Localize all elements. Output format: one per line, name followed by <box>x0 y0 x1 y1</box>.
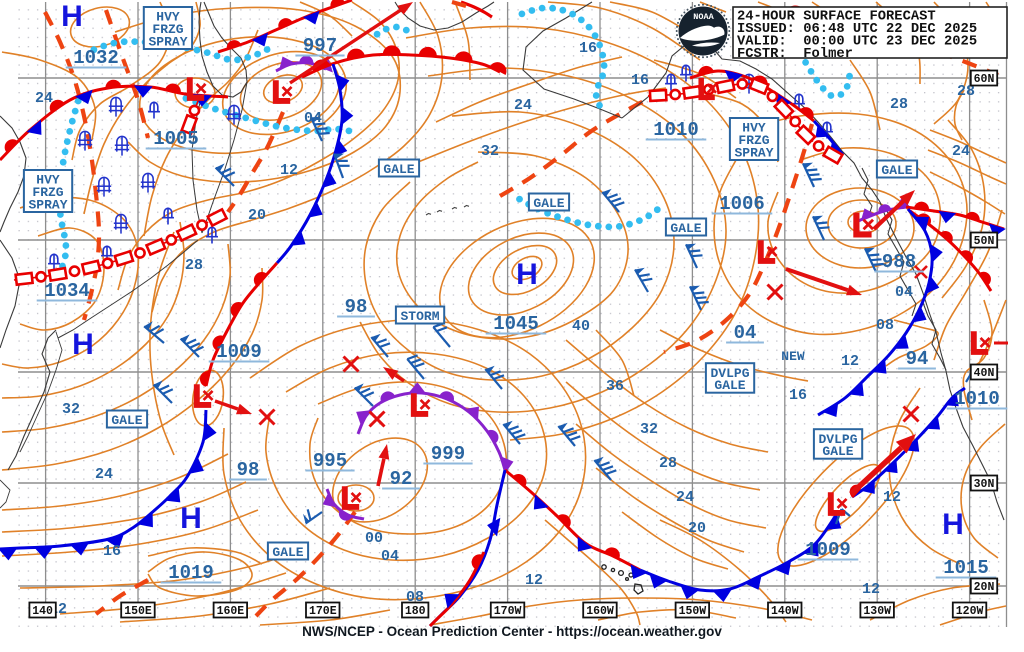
svg-text:160W: 160W <box>586 605 614 618</box>
svg-text:NWS/NCEP - Ocean Prediction Ce: NWS/NCEP - Ocean Prediction Center - htt… <box>302 624 722 639</box>
svg-text:50N: 50N <box>974 235 995 248</box>
svg-text:32: 32 <box>640 421 658 438</box>
svg-text:HVY: HVY <box>742 121 766 136</box>
svg-text:988: 988 <box>882 251 916 273</box>
svg-text:98: 98 <box>345 296 368 318</box>
svg-text:GALE: GALE <box>670 221 701 236</box>
svg-text:FRZG: FRZG <box>152 22 183 37</box>
svg-text:20: 20 <box>248 207 266 224</box>
svg-text:16: 16 <box>579 40 597 57</box>
svg-text:140W: 140W <box>771 605 799 618</box>
svg-text:GALE: GALE <box>111 413 142 428</box>
svg-text:1009: 1009 <box>216 341 262 363</box>
svg-text:H: H <box>942 508 964 541</box>
svg-text:12: 12 <box>525 572 543 589</box>
svg-text:999: 999 <box>431 443 465 465</box>
svg-text:140: 140 <box>32 605 53 618</box>
svg-text:FCSTR: Folmer: FCSTR: Folmer <box>737 46 853 62</box>
svg-text:HVY: HVY <box>156 10 180 25</box>
svg-text:24: 24 <box>676 489 694 506</box>
svg-text:997: 997 <box>303 35 337 57</box>
svg-text:16: 16 <box>103 543 121 560</box>
svg-text:12: 12 <box>862 581 880 598</box>
svg-text:16: 16 <box>631 72 649 89</box>
svg-text:H: H <box>61 0 83 33</box>
svg-text:GALE: GALE <box>881 163 912 178</box>
svg-text:SPRAY: SPRAY <box>148 35 187 50</box>
svg-text:20N: 20N <box>974 581 995 594</box>
svg-text:24: 24 <box>952 143 970 160</box>
svg-text:24-HOUR SURFACE FORECAST: 24-HOUR SURFACE FORECAST <box>737 10 936 25</box>
svg-text:170W: 170W <box>494 605 522 618</box>
svg-text:04: 04 <box>734 322 757 344</box>
svg-text:1015: 1015 <box>943 557 989 579</box>
svg-text:GALE: GALE <box>272 545 303 560</box>
svg-text:12: 12 <box>841 353 859 370</box>
svg-text:H: H <box>72 328 94 361</box>
svg-text:12: 12 <box>883 489 901 506</box>
svg-text:28: 28 <box>659 455 677 472</box>
svg-text:24: 24 <box>95 466 113 483</box>
svg-text:28: 28 <box>890 96 908 113</box>
svg-text:GALE: GALE <box>714 378 745 393</box>
svg-text:16: 16 <box>789 387 807 404</box>
svg-text:120W: 120W <box>956 605 984 618</box>
svg-text:32: 32 <box>62 401 80 418</box>
svg-text:NOAA: NOAA <box>693 12 714 22</box>
svg-text:VALID: 00:00 UTC 23 DEC 2025: VALID: 00:00 UTC 23 DEC 2025 <box>737 35 977 50</box>
svg-text:12: 12 <box>280 162 298 179</box>
svg-text:DVLPG: DVLPG <box>818 432 857 447</box>
svg-text:1045: 1045 <box>493 313 539 335</box>
svg-text:24: 24 <box>514 97 532 114</box>
svg-text:92: 92 <box>390 468 413 490</box>
svg-text:1032: 1032 <box>73 47 119 69</box>
svg-text:DVLPG: DVLPG <box>710 366 749 381</box>
svg-text:08: 08 <box>876 317 894 334</box>
svg-text:170E: 170E <box>309 605 337 618</box>
svg-text:GALE: GALE <box>383 162 414 177</box>
svg-text:1034: 1034 <box>44 280 90 302</box>
svg-text:160E: 160E <box>217 605 245 618</box>
svg-text:NEW: NEW <box>781 349 805 364</box>
svg-text:ISSUED: 06:48 UTC 22 DEC 2025: ISSUED: 06:48 UTC 22 DEC 2025 <box>737 22 977 37</box>
svg-text:FRZG: FRZG <box>32 185 63 200</box>
svg-text:60N: 60N <box>974 73 995 86</box>
svg-text:20: 20 <box>688 520 706 537</box>
svg-text:HVY: HVY <box>36 173 60 188</box>
svg-text:1019: 1019 <box>168 562 214 584</box>
svg-text:H: H <box>180 502 202 535</box>
svg-text:04: 04 <box>895 284 913 301</box>
svg-text:130W: 130W <box>863 605 891 618</box>
svg-text:1005: 1005 <box>153 128 199 150</box>
svg-text:94: 94 <box>906 348 929 370</box>
svg-text:00: 00 <box>365 530 383 547</box>
svg-text:36: 36 <box>606 378 624 395</box>
svg-text:04: 04 <box>381 548 399 565</box>
svg-text:1010: 1010 <box>954 388 1000 410</box>
svg-text:STORM: STORM <box>400 309 439 324</box>
svg-text:32: 32 <box>481 143 499 160</box>
svg-text:FRZG: FRZG <box>738 133 769 148</box>
svg-text:SPRAY: SPRAY <box>28 198 67 213</box>
svg-text:H: H <box>516 258 538 291</box>
svg-text:SPRAY: SPRAY <box>734 146 773 161</box>
svg-text:1006: 1006 <box>719 193 765 215</box>
svg-text:150E: 150E <box>124 605 152 618</box>
svg-text:1010: 1010 <box>653 119 699 141</box>
svg-text:995: 995 <box>313 450 347 472</box>
svg-text:180: 180 <box>405 605 426 618</box>
svg-text:1009: 1009 <box>805 539 851 561</box>
svg-text:28: 28 <box>957 83 975 100</box>
svg-text:GALE: GALE <box>822 444 853 459</box>
svg-text:150W: 150W <box>679 605 707 618</box>
svg-text:30N: 30N <box>974 478 995 491</box>
svg-text:40: 40 <box>572 318 590 335</box>
svg-text:98: 98 <box>237 459 260 481</box>
svg-text:28: 28 <box>185 257 203 274</box>
svg-text:40N: 40N <box>974 367 995 380</box>
svg-text:24: 24 <box>35 90 53 107</box>
svg-text:GALE: GALE <box>533 196 564 211</box>
svg-text:04: 04 <box>304 110 322 127</box>
